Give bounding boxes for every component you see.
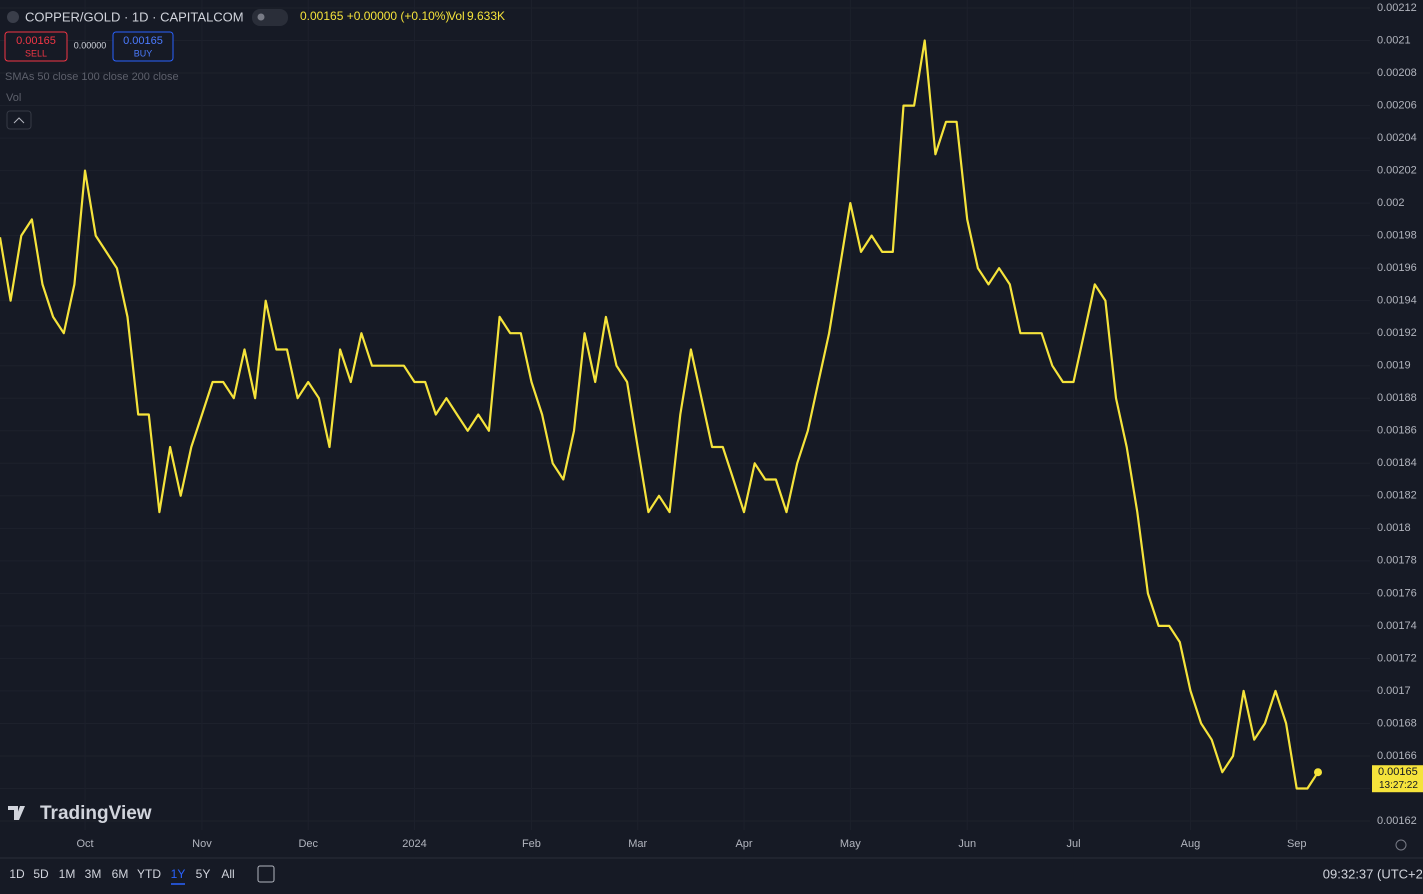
logo-mark xyxy=(8,806,25,820)
y-tick-label: 0.00172 xyxy=(1377,652,1417,664)
y-tick-label: 0.00168 xyxy=(1377,717,1417,729)
status-icons xyxy=(252,9,288,26)
y-tick-label: 0.0018 xyxy=(1377,522,1411,534)
y-tick-label: 0.00188 xyxy=(1377,392,1417,404)
indicators: SMAs 50 close 100 close 200 close xyxy=(5,71,179,83)
range-button[interactable]: 1D xyxy=(9,867,25,881)
watermark: TradingView xyxy=(40,803,152,824)
y-tick-label: 0.00184 xyxy=(1377,457,1417,469)
x-tick-label: Oct xyxy=(76,838,93,850)
toolbar: 1D 5D 1M 3M 6M YTD 1Y 5Y All xyxy=(9,867,235,885)
range-button[interactable]: 1M xyxy=(59,867,76,881)
y-tick-label: 0.00202 xyxy=(1377,165,1417,177)
y-tick-label: 0.00206 xyxy=(1377,99,1417,111)
y-tick-label: 0.00208 xyxy=(1377,67,1417,79)
range-button[interactable]: 5Y xyxy=(196,867,211,881)
vol-value: 9.633K xyxy=(467,9,505,23)
x-tick-label: Jun xyxy=(958,838,976,850)
price-tag-value: 0.00165 xyxy=(1378,766,1418,778)
range-button[interactable]: 6M xyxy=(112,867,129,881)
buy-label: BUY xyxy=(134,48,153,58)
sell-label: SELL xyxy=(25,48,47,58)
y-tick-label: 0.0019 xyxy=(1377,360,1411,372)
range-button[interactable]: All xyxy=(221,867,234,881)
collapse-button[interactable] xyxy=(6,110,32,130)
y-tick-label: 0.00186 xyxy=(1377,425,1417,437)
y-tick-label: 0.00204 xyxy=(1377,132,1417,144)
y-tick-label: 0.00182 xyxy=(1377,490,1417,502)
buy-price: 0.00165 xyxy=(123,35,163,47)
y-tick-label: 0.0021 xyxy=(1377,34,1411,46)
sell-button[interactable] xyxy=(4,31,68,62)
y-tick-label: 0.00176 xyxy=(1377,587,1417,599)
x-tick-label: 2024 xyxy=(402,838,426,850)
symbol-icon xyxy=(7,11,19,23)
range-button[interactable]: 3M xyxy=(85,867,102,881)
y-tick-label: 0.00178 xyxy=(1377,555,1417,567)
price-line xyxy=(0,39,1319,790)
y-tick-label: 0.00198 xyxy=(1377,230,1417,242)
y-tick-label: 0.00194 xyxy=(1377,295,1417,307)
spread: 0.00000 xyxy=(74,40,107,50)
symbol: COPPER/GOLD · 1D · CAPITALCOM xyxy=(25,9,244,24)
sell-price: 0.00165 xyxy=(16,35,56,47)
x-tick-label: Apr xyxy=(735,838,752,850)
x-tick-label: Nov xyxy=(192,838,212,850)
y-tick-label: 0.00162 xyxy=(1377,815,1417,827)
y-tick-label: 0.00174 xyxy=(1377,620,1417,632)
date-range-icon[interactable] xyxy=(257,865,275,883)
y-tick-label: 0.00166 xyxy=(1377,750,1417,762)
x-tick-label: Jul xyxy=(1067,838,1081,850)
range-button[interactable]: 1Y xyxy=(171,867,186,881)
x-tick-label: Feb xyxy=(522,838,541,850)
y-tick-label: 0.00192 xyxy=(1377,327,1417,339)
quote: 0.00165 +0.00000 (+0.10%) xyxy=(300,9,449,23)
status-dot xyxy=(257,13,265,21)
x-tick-label: Dec xyxy=(298,838,318,850)
x-tick-label: Mar xyxy=(628,838,647,850)
collapse-icon xyxy=(13,117,25,124)
last-point xyxy=(1314,768,1322,777)
range-button[interactable]: YTD xyxy=(137,867,161,881)
y-tick-label: 0.002 xyxy=(1377,197,1405,209)
price-tag xyxy=(1372,765,1423,793)
y-tick-label: 0.00212 xyxy=(1377,2,1417,14)
price-tag-countdown: 13:27:22 xyxy=(1379,780,1418,791)
vol-label: Vol xyxy=(448,9,465,23)
y-tick-label: 0.00196 xyxy=(1377,262,1417,274)
x-tick-label: Sep xyxy=(1287,838,1307,850)
y-tick-label: 0.0017 xyxy=(1377,685,1411,697)
x-tick-label: May xyxy=(840,838,861,850)
range-button[interactable]: 5D xyxy=(33,867,49,881)
grid: 0.001620.001640.001660.001680.00170.0017… xyxy=(76,1,1417,850)
buy-button[interactable] xyxy=(112,31,174,62)
settings-icon[interactable] xyxy=(1395,839,1407,851)
x-tick-label: Aug xyxy=(1181,838,1201,850)
plot: 0.00165 13:27:22 xyxy=(0,39,1423,793)
clock: 09:32:37 (UTC+2) xyxy=(1323,866,1423,881)
vol-indicator: Vol xyxy=(6,92,21,104)
